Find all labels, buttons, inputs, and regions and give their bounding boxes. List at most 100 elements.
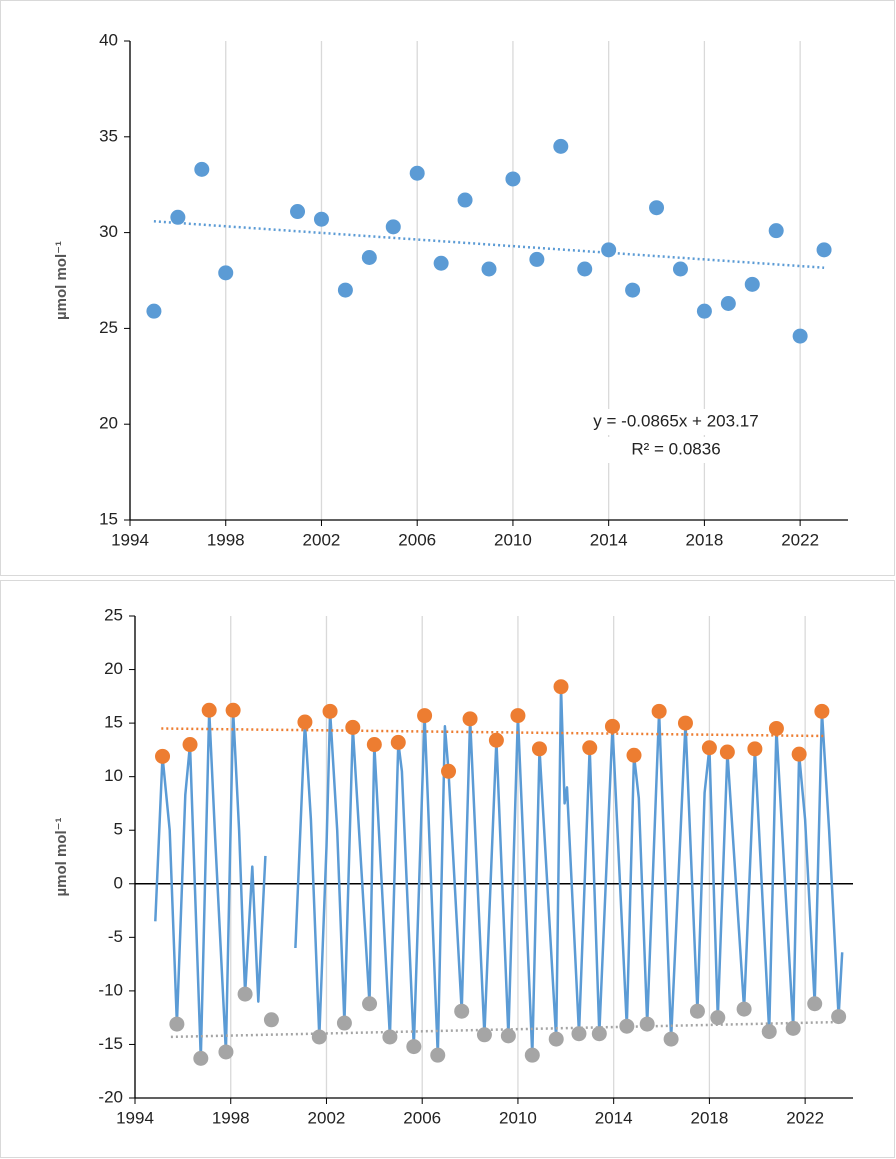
marker [601, 242, 617, 258]
x-tick-label: 2010 [499, 1108, 537, 1127]
marker [720, 295, 736, 311]
marker [768, 720, 784, 736]
marker [385, 219, 401, 235]
marker [169, 1016, 185, 1032]
marker [476, 1027, 492, 1043]
y-tick-label: -10 [98, 980, 123, 999]
marker [430, 1047, 446, 1063]
marker [336, 1015, 352, 1031]
annotation-bg [565, 409, 787, 435]
y-tick-label: 15 [99, 509, 118, 528]
panel-border [0, 0, 895, 576]
marker [311, 1029, 327, 1045]
marker [785, 1020, 801, 1036]
marker [792, 328, 808, 344]
marker [218, 265, 234, 281]
marker [577, 261, 593, 277]
marker [524, 1047, 540, 1063]
x-tick-label: 1998 [212, 1108, 250, 1127]
marker [194, 161, 210, 177]
marker [337, 282, 353, 298]
marker [510, 708, 526, 724]
marker [639, 1016, 655, 1032]
y-axis-label: µmol mol⁻¹ [53, 817, 70, 896]
marker [625, 282, 641, 298]
marker [390, 734, 406, 750]
trendline [170, 1020, 842, 1039]
marker [710, 1010, 726, 1026]
x-tick-label: 1994 [111, 530, 149, 549]
x-tick-label: 2022 [786, 1108, 824, 1127]
marker [488, 732, 504, 748]
y-tick-label: 25 [99, 318, 118, 337]
marker [553, 679, 569, 695]
marker [736, 1001, 752, 1017]
marker [225, 702, 241, 718]
y-tick-label: 5 [114, 820, 123, 839]
x-tick-label: 2002 [308, 1108, 346, 1127]
marker [677, 715, 693, 731]
marker [290, 204, 306, 220]
marker [366, 737, 382, 753]
marker [548, 1031, 564, 1047]
series-line [154, 685, 844, 1060]
marker [500, 1028, 516, 1044]
annotation: R² = 0.0836 [631, 439, 720, 458]
marker [382, 1029, 398, 1045]
y-tick-label: -15 [98, 1034, 123, 1053]
y-tick-label: 15 [104, 713, 123, 732]
x-tick-label: 2018 [690, 1108, 728, 1127]
marker [454, 1003, 470, 1019]
trendline [161, 727, 825, 738]
annotation-bg [565, 437, 787, 463]
marker [626, 747, 642, 763]
marker [193, 1050, 209, 1066]
marker [201, 702, 217, 718]
marker [689, 1003, 705, 1019]
marker [791, 746, 807, 762]
marker [345, 719, 361, 735]
marker [218, 1044, 234, 1060]
marker [146, 303, 162, 319]
x-tick-label: 2014 [595, 1108, 633, 1127]
marker [155, 748, 171, 764]
marker [672, 261, 688, 277]
y-tick-label: 30 [99, 222, 118, 241]
x-tick-label: 2022 [781, 530, 819, 549]
marker [719, 744, 735, 760]
marker [170, 209, 186, 225]
marker [462, 711, 478, 727]
marker [362, 996, 378, 1012]
x-tick-label: 2002 [303, 530, 341, 549]
marker [529, 251, 545, 267]
marker [744, 276, 760, 292]
trendline [153, 220, 825, 269]
marker [441, 763, 457, 779]
x-tick-label: 1994 [116, 1108, 154, 1127]
marker [553, 138, 569, 154]
marker [457, 192, 473, 208]
marker [531, 741, 547, 757]
y-tick-label: -5 [108, 927, 123, 946]
marker [814, 703, 830, 719]
marker [807, 996, 823, 1012]
annotation: y = -0.0865x + 203.17 [593, 411, 758, 430]
marker [701, 740, 717, 756]
x-tick-label: 2010 [494, 530, 532, 549]
y-tick-label: 0 [114, 873, 123, 892]
y-tick-label: 20 [99, 414, 118, 433]
marker [761, 1024, 777, 1040]
marker [816, 242, 832, 258]
x-tick-label: 2006 [398, 530, 436, 549]
y-axis-label: µmol mol⁻¹ [53, 241, 70, 320]
marker [406, 1039, 422, 1055]
y-tick-label: 40 [99, 30, 118, 49]
marker [582, 740, 598, 756]
marker [237, 986, 253, 1002]
marker [649, 200, 665, 216]
marker [604, 718, 620, 734]
y-tick-label: 25 [104, 605, 123, 624]
x-tick-label: 1998 [207, 530, 245, 549]
marker [433, 255, 449, 271]
